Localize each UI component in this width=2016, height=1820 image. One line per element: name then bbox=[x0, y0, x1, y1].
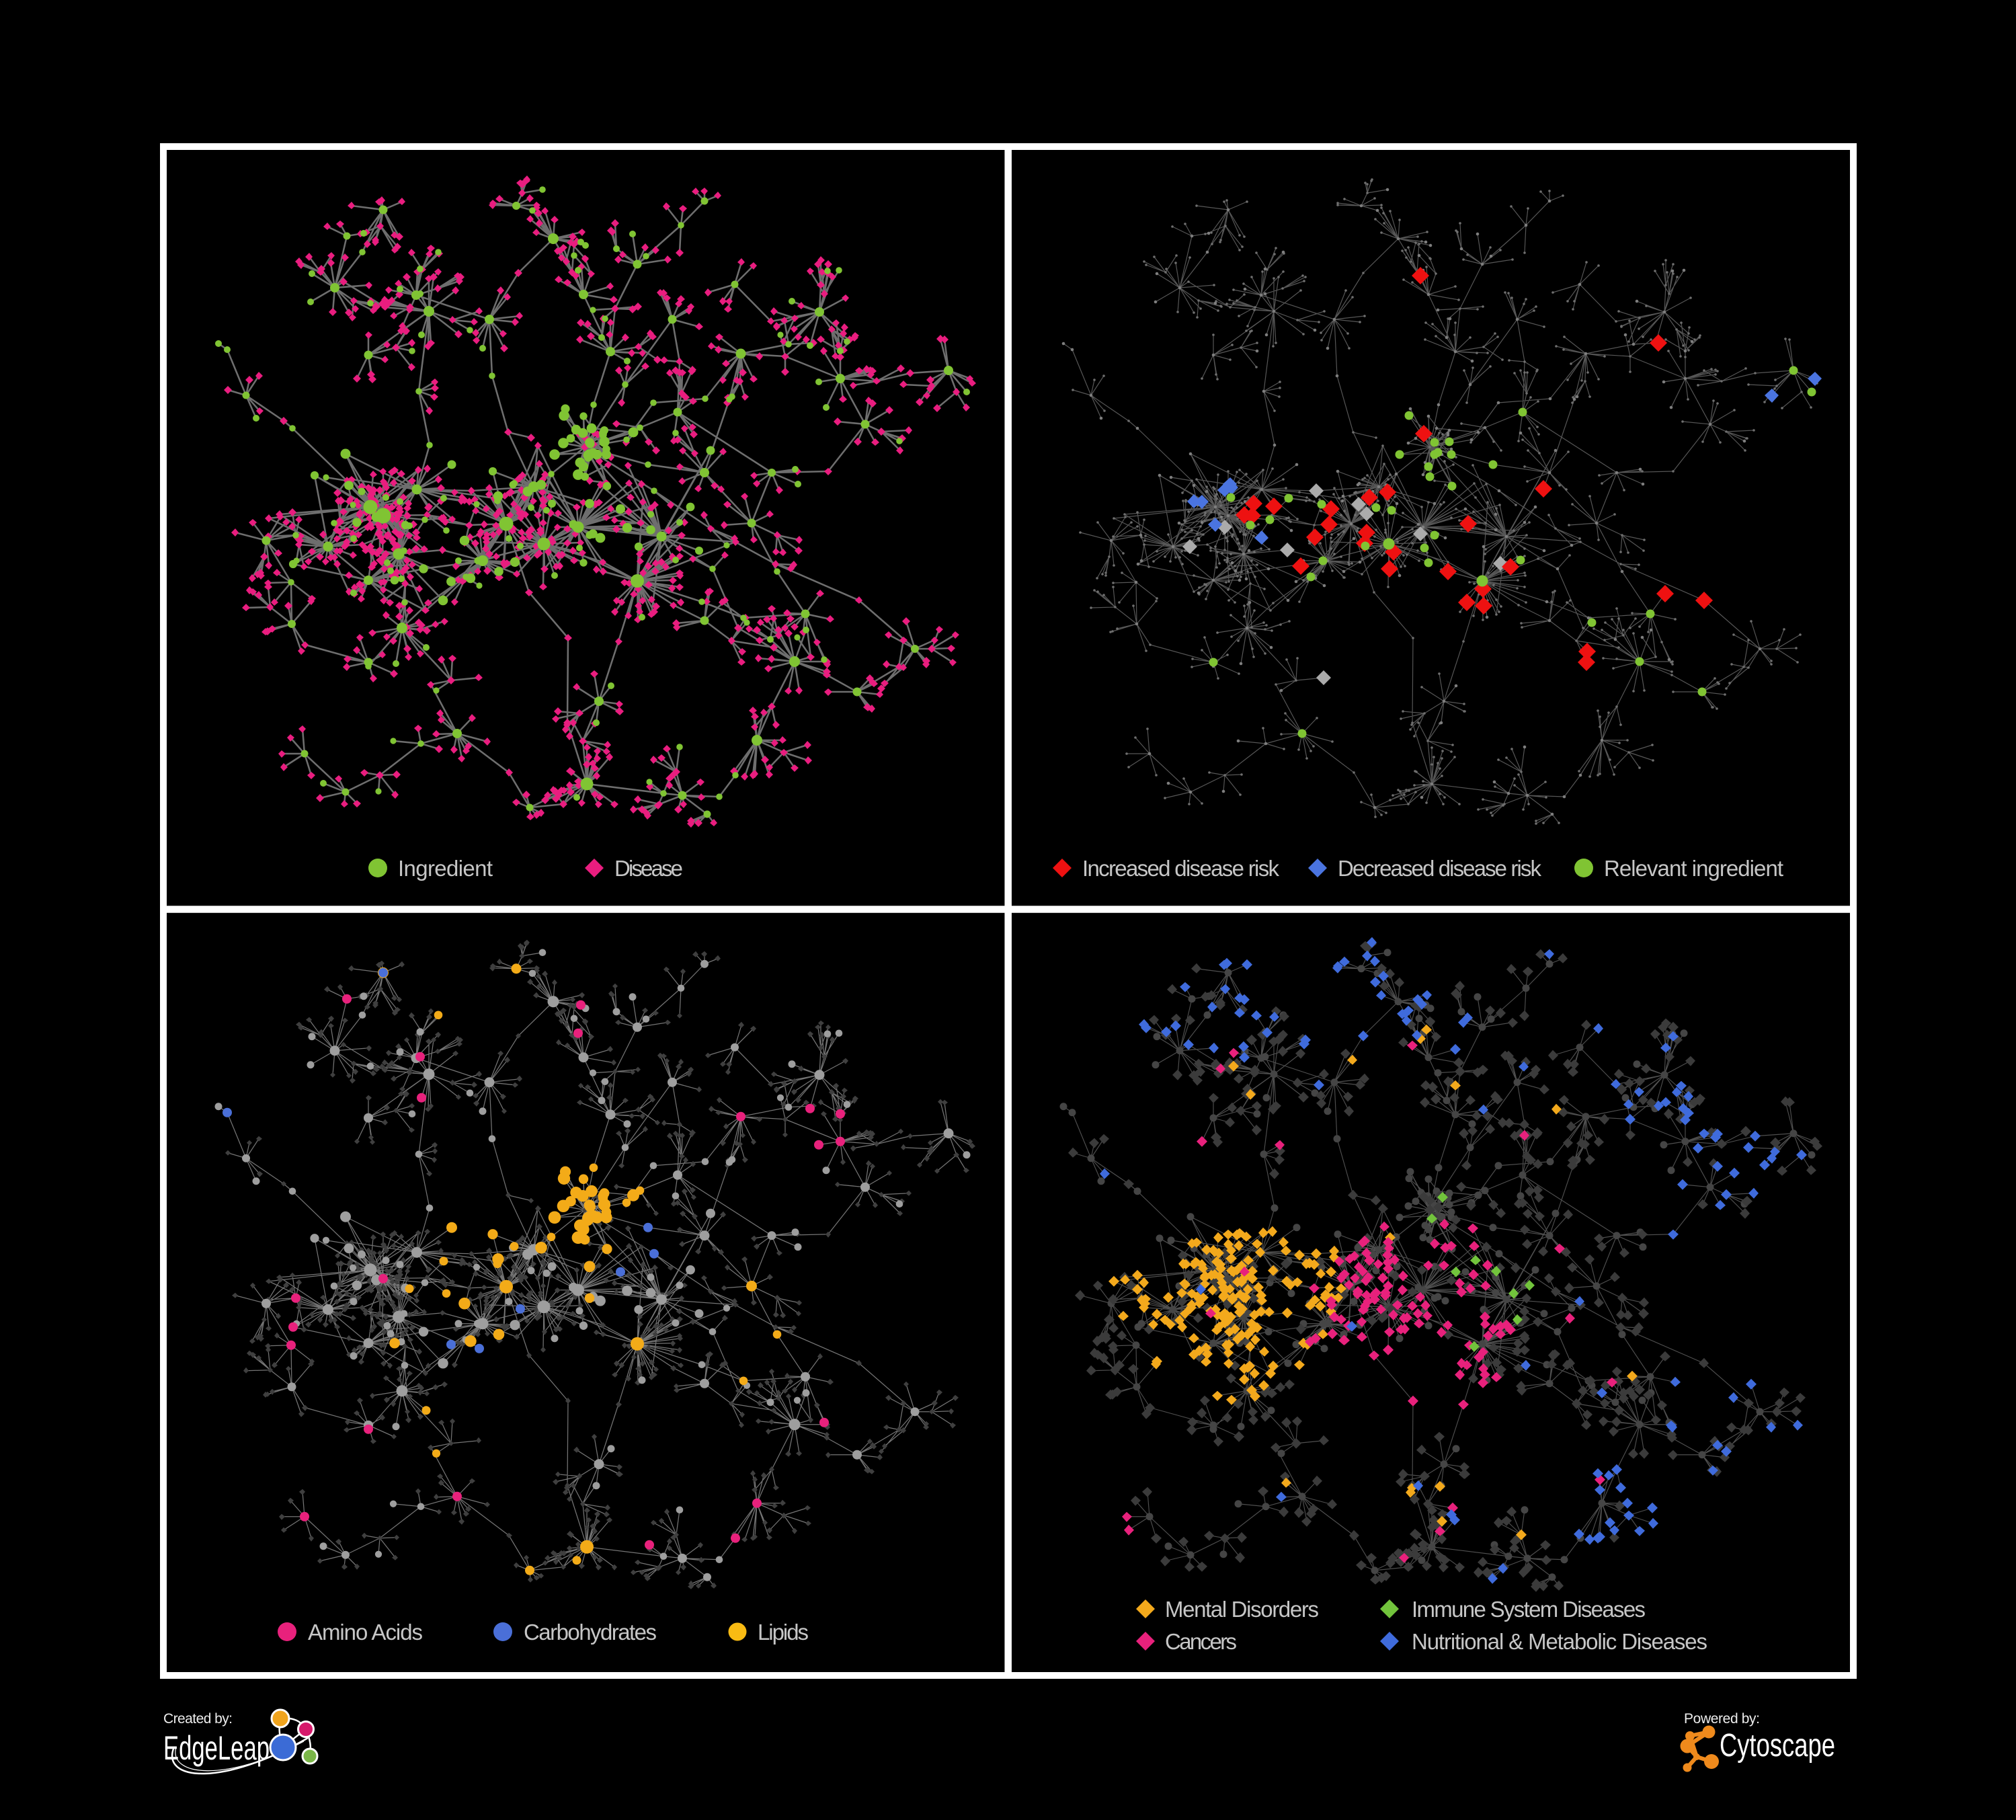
svg-text:Disease: Disease bbox=[614, 856, 683, 881]
svg-text:Nutritional & Metabolic Diseas: Nutritional & Metabolic Diseases bbox=[1412, 1629, 1707, 1654]
svg-text:Carbohydrates: Carbohydrates bbox=[524, 1620, 657, 1645]
svg-text:Immune System Diseases: Immune System Diseases bbox=[1412, 1597, 1646, 1622]
svg-text:Decreased disease risk: Decreased disease risk bbox=[1338, 856, 1542, 881]
svg-text:Increased disease risk: Increased disease risk bbox=[1082, 856, 1280, 881]
svg-text:EdgeLeap: EdgeLeap bbox=[163, 1729, 270, 1767]
svg-text:Amino Acids: Amino Acids bbox=[308, 1620, 423, 1645]
svg-text:Mental Disorders: Mental Disorders bbox=[1165, 1597, 1319, 1622]
svg-text:Relevant ingredient: Relevant ingredient bbox=[1604, 856, 1783, 881]
svg-text:Cancers: Cancers bbox=[1165, 1629, 1237, 1654]
svg-text:Powered by:: Powered by: bbox=[1684, 1711, 1760, 1727]
svg-text:Created by:: Created by: bbox=[163, 1711, 233, 1727]
svg-text:Cytoscape: Cytoscape bbox=[1720, 1728, 1835, 1764]
svg-text:Ingredient: Ingredient bbox=[398, 856, 493, 881]
svg-text:Lipids: Lipids bbox=[758, 1620, 809, 1645]
